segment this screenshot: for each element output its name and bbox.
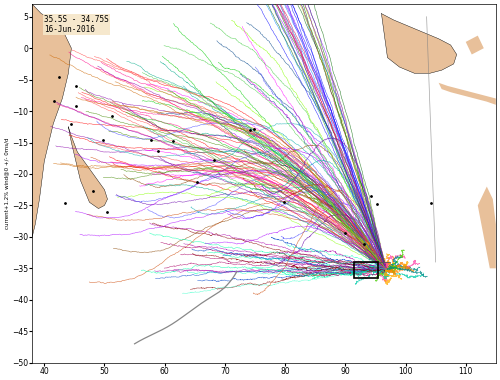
Bar: [354, 262, 378, 278]
Polygon shape: [32, 4, 72, 237]
Polygon shape: [466, 36, 484, 54]
Polygon shape: [382, 14, 456, 73]
Y-axis label: current+1.2% wind@0 +/- 0ms/d: current+1.2% wind@0 +/- 0ms/d: [4, 138, 9, 229]
Polygon shape: [478, 187, 496, 268]
Text: 35.5S - 34.75S
16-Jun-2016: 35.5S - 34.75S 16-Jun-2016: [44, 15, 108, 34]
Polygon shape: [68, 127, 108, 209]
Polygon shape: [438, 83, 496, 105]
